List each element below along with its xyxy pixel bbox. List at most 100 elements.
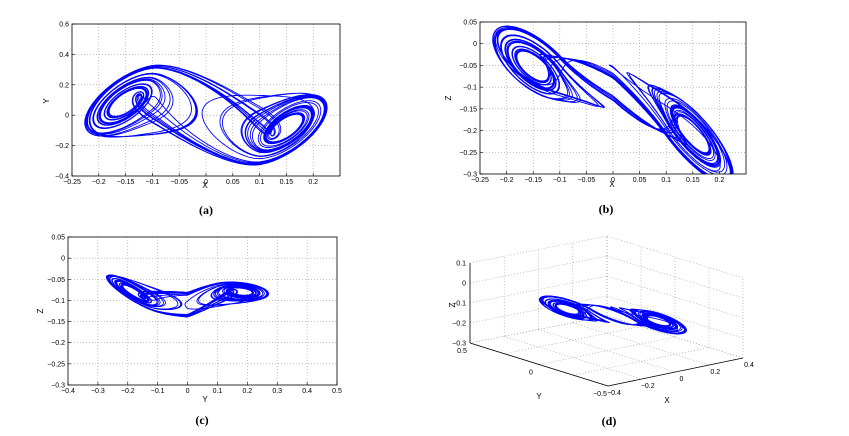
x-tick-label: 0.15 xyxy=(686,177,700,184)
y-axis-label: Y xyxy=(42,98,51,104)
y-tick-label: 0 xyxy=(529,370,533,377)
x-tick-label: −0.1 xyxy=(553,177,567,184)
x-tick-label: 0.1 xyxy=(661,177,671,184)
x-tick-label: 0 xyxy=(204,179,208,186)
x-axis-label: X xyxy=(664,396,670,405)
x-tick-label: −0.25 xyxy=(63,179,81,186)
y-tick-label: −0.05 xyxy=(459,63,477,70)
chart-panel-b: −0.25 −0.2 −0.15 −0.1 −0.05 0 0.05 0.1 0.15 0.2 −0… xyxy=(444,20,747,216)
x-tick-label: −0.2 xyxy=(121,388,135,395)
y-tick-label: −0.4 xyxy=(55,174,69,181)
y-tick-label: −0.3 xyxy=(51,383,65,390)
attractor-trajectory-3d xyxy=(538,295,687,335)
x-tick-label: −0.25 xyxy=(471,177,489,184)
panel-caption: (a) xyxy=(199,203,213,217)
x-axis-label: X xyxy=(609,180,615,189)
x-tick-label: −0.05 xyxy=(170,179,188,186)
x-tick-label: 0.3 xyxy=(272,388,282,395)
z-tick-label: −0.3 xyxy=(452,341,466,348)
y-tick-label: 0.05 xyxy=(51,235,65,242)
y-tick-label: −0.5 xyxy=(593,391,607,398)
x-tick-label: −0.2 xyxy=(500,177,514,184)
plot-frame xyxy=(67,236,338,386)
x-tick-label: −0.15 xyxy=(117,179,135,186)
panel-caption: (c) xyxy=(195,413,208,427)
y-tick-label: 0 xyxy=(61,256,65,263)
plot-frame xyxy=(479,21,747,175)
x-tick-label: 0.2 xyxy=(308,179,318,186)
y-tick-label: 0.5 xyxy=(457,348,467,355)
x-tick-label: 0.4 xyxy=(744,362,754,369)
y-tick-label: −0.15 xyxy=(459,106,477,113)
y-tick-label: −0.2 xyxy=(463,128,477,135)
floor-gridline xyxy=(573,347,710,376)
y-tick-label: −0.15 xyxy=(47,319,65,326)
x-tick-label: −0.05 xyxy=(578,177,596,184)
panel-caption: (b) xyxy=(599,202,614,216)
attractor-trajectory xyxy=(105,274,270,318)
z-axis-label: Z xyxy=(448,302,457,307)
x-axis-label: X xyxy=(202,181,208,190)
x-axis-label: Y xyxy=(202,395,208,404)
z-tick-label: −0.1 xyxy=(452,301,466,308)
x-tick-label: −0.1 xyxy=(145,179,159,186)
y-tick-label: −0.1 xyxy=(51,298,65,305)
floor-gridline xyxy=(504,326,642,355)
x-tick-label: 0.2 xyxy=(242,388,252,395)
floor-gridline xyxy=(504,335,642,380)
x-axis-line xyxy=(607,357,744,387)
z-tick-label: 0.1 xyxy=(456,261,466,268)
y-tick-label: −0.25 xyxy=(47,361,65,368)
y-tick-label: −0.25 xyxy=(459,150,477,157)
x-tick-label: 0.5 xyxy=(332,388,342,395)
y-tick-label: 0.4 xyxy=(59,52,69,59)
y-tick-label: −0.3 xyxy=(463,172,477,179)
x-tick-label: −0.2 xyxy=(641,383,655,390)
x-tick-label: 0 xyxy=(611,177,615,184)
z-tick-label: −0.2 xyxy=(452,321,466,328)
y-tick-label: −0.2 xyxy=(51,340,65,347)
x-tick-label: 0.2 xyxy=(715,177,725,184)
z-gridline xyxy=(469,295,608,324)
x-tick-label: 0.1 xyxy=(213,388,223,395)
chart-panel-a: −0.25 −0.2 −0.15 −0.1 −0.05 0 0.05 0.1 0.15 0.2 −0… xyxy=(42,22,341,217)
z-tick-label: 0 xyxy=(462,281,466,288)
x-tick-label: 0.4 xyxy=(302,388,312,395)
y-axis-label: Z xyxy=(444,95,453,100)
x-tick-label: −0.4 xyxy=(61,388,75,395)
x-tick-label: 0 xyxy=(186,388,190,395)
y-axis-label: Z xyxy=(36,308,45,313)
x-tick-label: 0.15 xyxy=(280,179,294,186)
x-tick-label: 0 xyxy=(680,376,684,383)
y-axis-line xyxy=(469,342,609,387)
y-tick-label: 0.05 xyxy=(463,20,477,27)
y-tick-label: 0 xyxy=(65,113,69,120)
y-axis-label: Y xyxy=(536,392,542,401)
x-tick-label: 0.05 xyxy=(226,179,240,186)
y-tick-label: −0.1 xyxy=(463,85,477,92)
floor-gridline xyxy=(538,336,676,365)
floor-gridline xyxy=(572,322,710,366)
y-tick-label: 0 xyxy=(473,41,477,48)
chart-panel-c: −0.4 −0.3 −0.2 −0.1 0 0.1 0.2 0.3 0.4 0.5−0.3−0.2… xyxy=(36,235,342,428)
y-tick-label: −0.2 xyxy=(55,143,69,150)
y-tick-label: 0.6 xyxy=(59,22,69,29)
x-tick-label: 0.2 xyxy=(710,369,720,376)
x-tick-label: −0.15 xyxy=(524,177,542,184)
plot-frame xyxy=(71,23,341,177)
x-tick-label: 0.05 xyxy=(633,177,647,184)
x-tick-label: 0.1 xyxy=(255,179,265,186)
z-gridline xyxy=(606,235,744,279)
attractor-trajectory xyxy=(84,64,328,166)
x-tick-label: −0.3 xyxy=(91,388,105,395)
z-gridline xyxy=(469,235,608,264)
panel-caption: (d) xyxy=(602,414,617,428)
chart-panel-d: −0.3 −0.2 −0.1 0 0.1 −0.5 0 0.5 −0.4 −0.2 0 0.2 0.4 X… xyxy=(448,235,754,428)
x-tick-label: −0.2 xyxy=(92,179,106,186)
x-tick-label: −0.4 xyxy=(607,390,621,397)
y-tick-label: 0.2 xyxy=(59,82,69,89)
x-tick-label: −0.1 xyxy=(151,388,165,395)
y-tick-label: −0.05 xyxy=(47,277,65,284)
attractor-trajectory xyxy=(492,25,734,174)
